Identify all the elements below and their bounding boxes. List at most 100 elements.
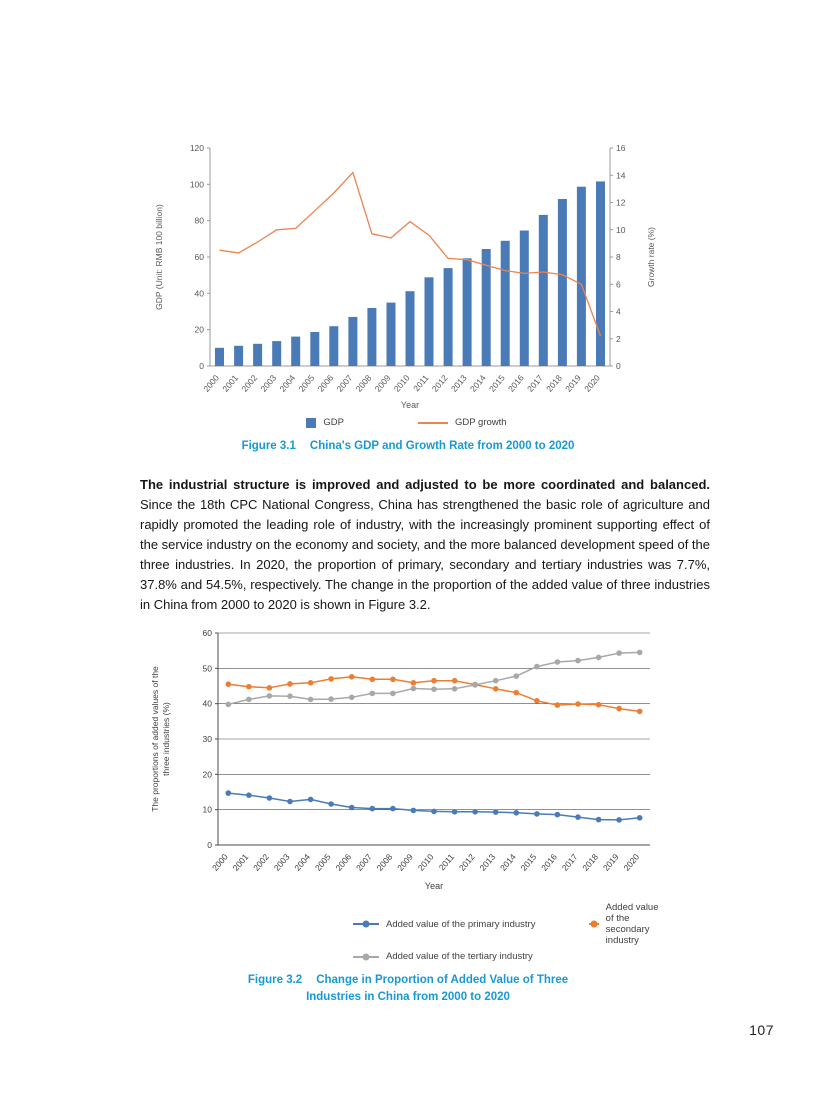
legend-dot-icon	[362, 953, 370, 960]
svg-text:10: 10	[203, 805, 213, 815]
svg-text:2017: 2017	[560, 852, 580, 873]
figure-3-1-title: China's GDP and Growth Rate from 2000 to…	[309, 440, 575, 452]
svg-text:2002: 2002	[239, 373, 259, 394]
svg-text:Year: Year	[425, 881, 443, 891]
legend-item: Added value of the secondary industry	[589, 902, 666, 946]
svg-text:2000: 2000	[210, 852, 230, 873]
svg-text:2006: 2006	[316, 373, 336, 394]
legend-label: GDP	[323, 417, 344, 428]
svg-text:2012: 2012	[430, 373, 450, 394]
svg-text:0: 0	[616, 361, 621, 371]
svg-text:2015: 2015	[487, 373, 507, 394]
svg-text:2020: 2020	[582, 373, 602, 394]
svg-text:Year: Year	[401, 400, 419, 410]
svg-text:2009: 2009	[395, 852, 415, 873]
svg-text:2007: 2007	[354, 852, 374, 873]
figure-3-2-label: Figure 3.2	[247, 974, 303, 986]
legend-marker-icon	[418, 421, 448, 424]
svg-text:2005: 2005	[313, 852, 333, 873]
svg-text:2015: 2015	[519, 852, 539, 873]
svg-text:2018: 2018	[544, 373, 564, 394]
svg-text:2011: 2011	[437, 852, 457, 873]
svg-text:2009: 2009	[373, 373, 393, 394]
svg-text:2007: 2007	[335, 373, 355, 394]
svg-text:4: 4	[616, 307, 621, 317]
svg-text:Growth rate (%): Growth rate (%)	[646, 227, 656, 287]
svg-text:2011: 2011	[411, 373, 431, 394]
svg-text:10: 10	[616, 225, 626, 235]
svg-text:2010: 2010	[416, 852, 436, 873]
paragraph-body-text: Since the 18th CPC National Congress, Ch…	[140, 497, 710, 612]
paragraph-lead-sentence: The industrial structure is improved and…	[140, 477, 710, 492]
svg-text:2002: 2002	[251, 852, 271, 873]
svg-text:2020: 2020	[621, 852, 641, 873]
svg-text:2013: 2013	[449, 373, 469, 394]
svg-text:16: 16	[616, 143, 626, 153]
svg-text:2004: 2004	[277, 373, 297, 394]
figure-3-2-legend: Added value of the primary industry Added…	[353, 902, 662, 962]
svg-text:2012: 2012	[457, 852, 477, 873]
legend-marker-icon	[589, 920, 599, 928]
legend-label: Added value of the tertiary industry	[386, 951, 533, 962]
svg-text:2000: 2000	[201, 373, 221, 394]
svg-text:2016: 2016	[539, 852, 559, 873]
svg-text:2019: 2019	[601, 852, 621, 873]
svg-text:0: 0	[207, 840, 212, 850]
svg-text:2005: 2005	[296, 373, 316, 394]
svg-text:2001: 2001	[220, 373, 240, 394]
legend-marker-icon	[353, 953, 379, 960]
svg-text:GDP (Unit: RMB 100 billion): GDP (Unit: RMB 100 billion)	[154, 204, 164, 310]
gdp-growth-chart: 0 20 40 60 80 100 120 0 2 4 6 8 10 12 14 16 2000 2001 2002…	[154, 143, 656, 410]
svg-text:2006: 2006	[333, 852, 353, 873]
svg-text:100: 100	[190, 179, 204, 189]
svg-text:40: 40	[203, 699, 213, 709]
legend-dot-icon	[590, 920, 598, 928]
figure-3-1-caption: Figure 3.1 China's GDP and Growth Rate fr…	[0, 438, 816, 455]
figure-3-1-legend: GDP GDP growth	[148, 417, 665, 428]
legend-label: GDP growth	[455, 417, 507, 428]
legend-item: GDP	[306, 417, 344, 428]
svg-text:2017: 2017	[525, 373, 545, 394]
svg-text:20: 20	[195, 325, 205, 335]
legend-dot-icon	[362, 920, 370, 928]
svg-text:30: 30	[203, 734, 213, 744]
svg-text:2001: 2001	[231, 852, 251, 873]
svg-text:2016: 2016	[506, 373, 526, 394]
figure-3-2-title-line-1: Change in Proportion of Added Value of T…	[316, 974, 569, 986]
legend-label: Added value of the secondary industry	[605, 902, 659, 946]
legend-item: Added value of the tertiary industry	[353, 951, 533, 962]
svg-text:0: 0	[199, 361, 204, 371]
figure-3-1: 0 20 40 60 80 100 120 0 2 4 6 8 10 12 14 16 2000 2001 2002…	[148, 0, 665, 455]
svg-text:2003: 2003	[258, 373, 278, 394]
figure-3-2-caption: Figure 3.2 Change in Proportion of Added …	[0, 972, 816, 1006]
svg-text:2: 2	[616, 334, 621, 344]
svg-text:2008: 2008	[354, 373, 374, 394]
figure-3-2-title-line-2: Industries in China from 2000 to 2020	[306, 991, 510, 1003]
svg-text:8: 8	[616, 252, 621, 262]
svg-text:6: 6	[616, 279, 621, 289]
legend-marker-icon	[353, 920, 379, 928]
body-paragraph: The industrial structure is improved and…	[140, 475, 710, 615]
page-number: 107	[749, 1022, 774, 1038]
svg-text:2004: 2004	[292, 852, 312, 873]
legend-item: Added value of the primary industry	[353, 902, 535, 946]
svg-text:2018: 2018	[580, 852, 600, 873]
svg-text:40: 40	[195, 288, 205, 298]
svg-text:80: 80	[195, 216, 205, 226]
legend-item: GDP growth	[418, 417, 507, 428]
svg-text:12: 12	[616, 198, 626, 208]
svg-text:2013: 2013	[477, 852, 497, 873]
legend-marker-icon	[306, 417, 317, 428]
svg-text:60: 60	[195, 252, 205, 262]
svg-text:2008: 2008	[375, 852, 395, 873]
svg-text:The proportions of added value: The proportions of added values of the	[150, 666, 160, 812]
figure-3-2-caption-line-1: Figure 3.2 Change in Proportion of Added …	[0, 972, 816, 989]
svg-text:120: 120	[190, 143, 204, 153]
svg-text:2014: 2014	[498, 852, 518, 873]
svg-text:60: 60	[203, 628, 213, 638]
legend-label: Added value of the primary industry	[386, 918, 536, 930]
figure-3-1-label: Figure 3.1	[241, 440, 296, 452]
svg-text:2003: 2003	[272, 852, 292, 873]
